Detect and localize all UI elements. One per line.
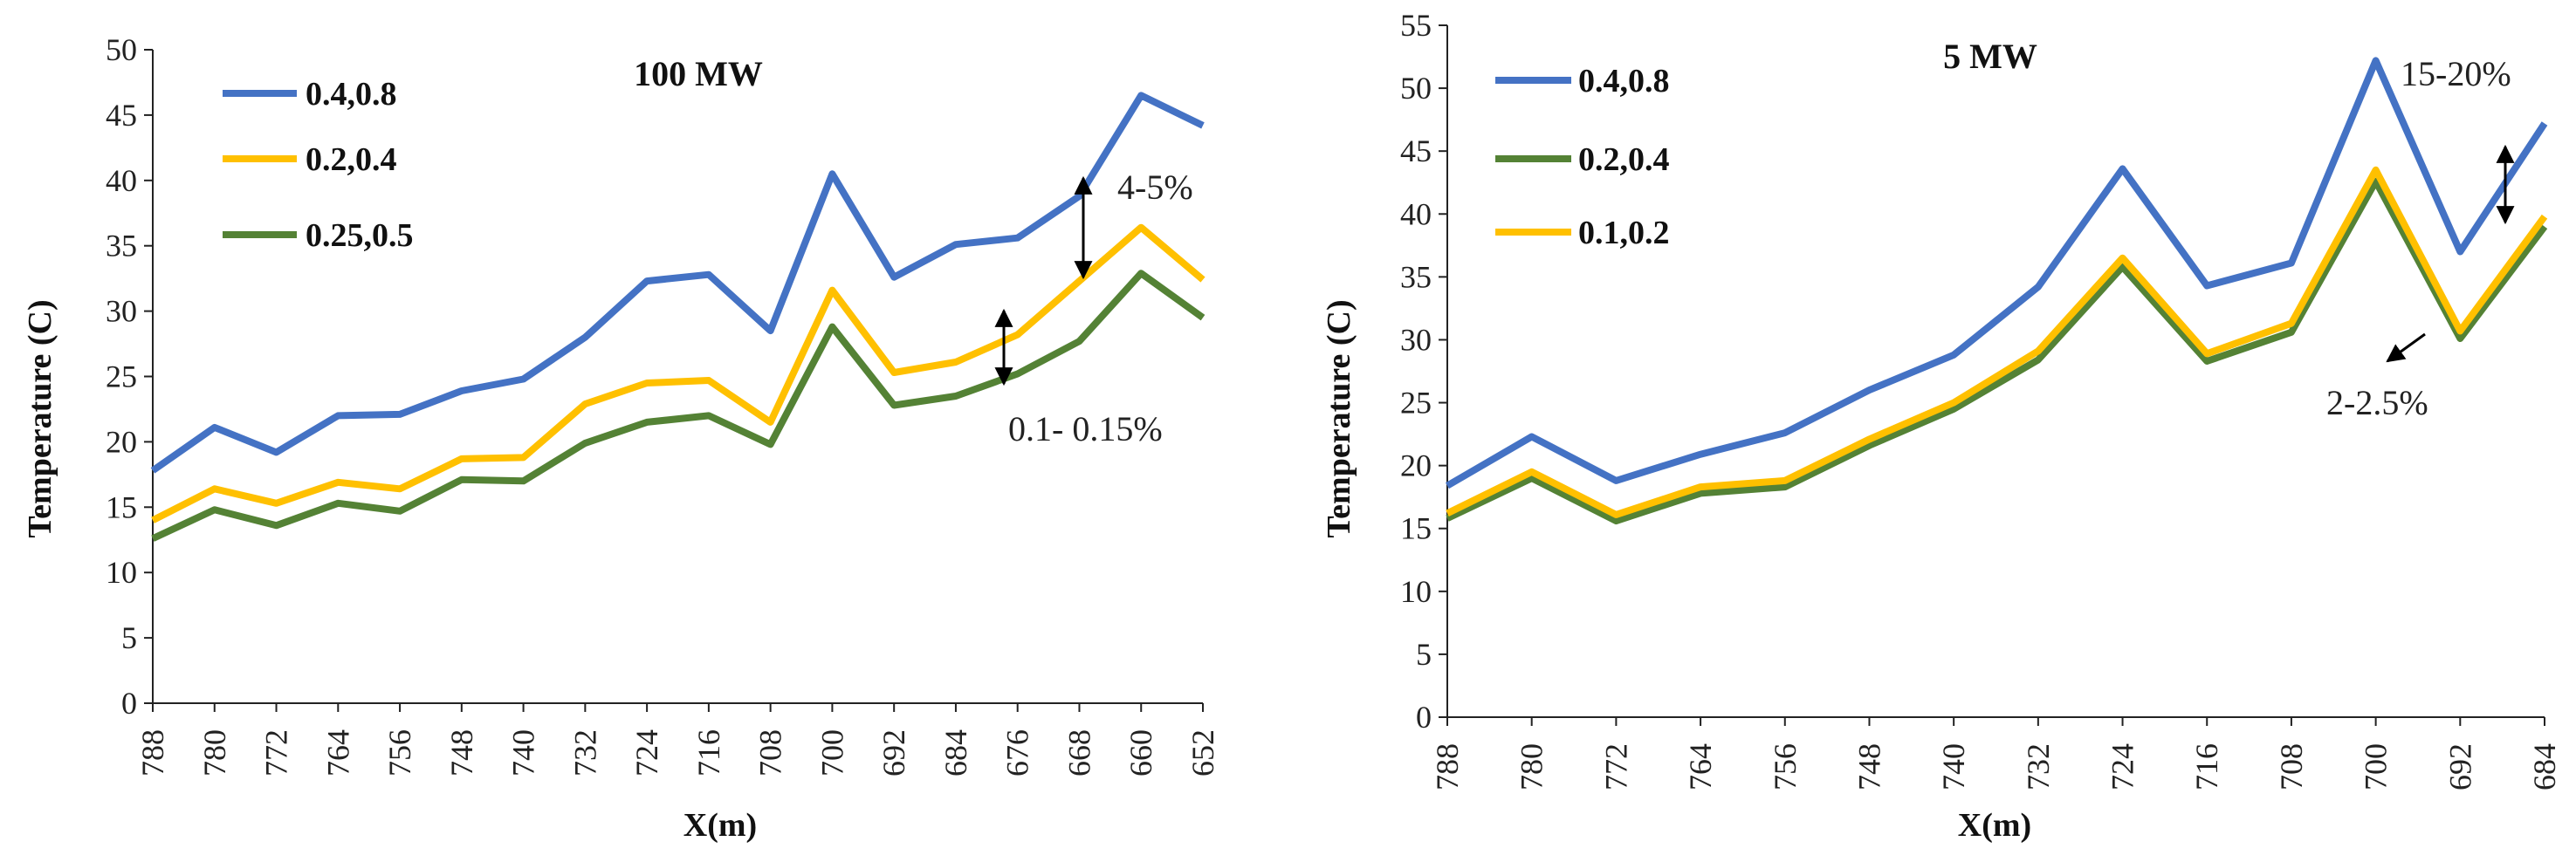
x-tick-label: 724 [629, 729, 664, 776]
y-axis-title: Temperature (C) [22, 299, 58, 537]
chart-title: 100 MW [634, 54, 763, 93]
y-tick-label: 45 [106, 98, 137, 133]
x-tick-label: 668 [1061, 729, 1096, 776]
y-tick-label: 10 [1400, 574, 1432, 609]
y-tick-label: 20 [1400, 448, 1432, 483]
legend-label-0: 0.4,0.8 [306, 76, 397, 113]
x-axis-title: X(m) [1958, 807, 2031, 844]
x-tick-label: 780 [1515, 743, 1549, 790]
x-tick-label: 756 [1768, 743, 1803, 790]
chart-5mw: 0 5 10 15 20 25 30 35 40 45 50 55 788 780 772 764 756 74… [1321, 8, 2562, 844]
y-axis-ticks: 0 5 10 15 20 25 30 35 40 45 50 [106, 32, 153, 721]
series-line-0 [150, 92, 1205, 474]
y-tick-label: 25 [1400, 386, 1432, 421]
legend: 0.4,0.8 0.2,0.4 0.1,0.2 [1495, 63, 1670, 251]
y-tick-label: 30 [106, 294, 137, 329]
y-tick-label: 50 [106, 32, 137, 67]
y-axis-title: Temperature (C) [1321, 299, 1357, 537]
legend-label-1: 0.2,0.4 [306, 141, 397, 178]
x-tick-label: 748 [1851, 743, 1886, 790]
annotation-label-1: 0.1- 0.15% [1008, 409, 1163, 448]
y-tick-label: 20 [106, 424, 137, 459]
x-tick-label: 700 [2359, 743, 2394, 790]
x-tick-label: 780 [197, 729, 232, 776]
x-tick-label: 740 [506, 729, 541, 776]
series-group [150, 92, 1206, 542]
x-axis-ticks: 788 780 772 764 756 748 740 732 724 716 708 700 692 6… [135, 703, 1220, 776]
y-tick-label: 0 [1416, 700, 1432, 735]
legend-label-0: 0.4,0.8 [1578, 63, 1670, 99]
y-tick-label: 10 [106, 555, 137, 590]
legend-label-2: 0.25,0.5 [306, 217, 414, 254]
chart-title: 5 MW [1943, 37, 2037, 76]
y-tick-label: 45 [1400, 133, 1432, 168]
annotation-label-0: 4-5% [1117, 168, 1193, 207]
x-axis-ticks: 788 780 772 764 756 748 740 732 724 716 708 700 692 6… [1430, 717, 2562, 790]
y-tick-label: 0 [121, 686, 137, 721]
legend-label-1: 0.2,0.4 [1578, 141, 1670, 178]
y-tick-label: 35 [1400, 259, 1432, 294]
y-tick-label: 40 [106, 163, 137, 198]
y-tick-label: 15 [106, 489, 137, 524]
x-tick-label: 700 [814, 729, 849, 776]
series-line-1 [1446, 177, 2548, 525]
x-tick-label: 732 [2021, 743, 2056, 790]
y-tick-label: 5 [121, 620, 137, 655]
y-tick-label: 25 [106, 359, 137, 394]
x-tick-label: 716 [2189, 743, 2224, 790]
legend-label-2: 0.1,0.2 [1578, 215, 1670, 251]
y-tick-label: 50 [1400, 71, 1432, 106]
x-tick-label: 788 [1430, 743, 1465, 790]
x-tick-label: 684 [2527, 743, 2562, 790]
series-line-0 [1445, 57, 2548, 489]
x-tick-label: 748 [444, 729, 479, 776]
x-tick-label: 772 [259, 729, 294, 776]
x-tick-label: 676 [1000, 729, 1035, 776]
annotation-arrow-1 [2386, 332, 2426, 363]
series-line-2 [151, 270, 1206, 542]
x-tick-label: 764 [1683, 743, 1718, 790]
x-tick-label: 692 [876, 729, 911, 776]
x-tick-label: 692 [2442, 743, 2477, 790]
series-line-1 [151, 223, 1206, 523]
y-tick-label: 30 [1400, 322, 1432, 357]
x-tick-label: 756 [382, 729, 417, 776]
annotation-label-1: 2-2.5% [2326, 383, 2428, 422]
y-tick-label: 40 [1400, 196, 1432, 231]
x-axis-title: X(m) [683, 807, 757, 844]
annotation-label-0: 15-20% [2401, 54, 2511, 93]
y-tick-label: 5 [1416, 637, 1432, 672]
x-tick-label: 740 [1936, 743, 1971, 790]
series-group [1445, 57, 2548, 525]
x-tick-label: 708 [2274, 743, 2309, 790]
series-line-2 [1446, 166, 2548, 518]
x-tick-label: 732 [567, 729, 602, 776]
legend: 0.4,0.8 0.2,0.4 0.25,0.5 [223, 76, 414, 254]
y-axis-ticks: 0 5 10 15 20 25 30 35 40 45 50 55 [1400, 8, 1447, 735]
x-tick-label: 764 [320, 729, 355, 776]
x-tick-label: 708 [753, 729, 788, 776]
x-tick-label: 772 [1598, 743, 1633, 790]
y-tick-label: 15 [1400, 511, 1432, 546]
x-tick-label: 660 [1123, 729, 1158, 776]
y-tick-label: 35 [106, 229, 137, 263]
x-tick-label: 716 [691, 729, 726, 776]
y-tick-label: 55 [1400, 8, 1432, 43]
x-tick-label: 724 [2105, 743, 2140, 790]
x-tick-label: 788 [135, 729, 170, 776]
x-tick-label: 652 [1185, 729, 1220, 776]
x-tick-label: 684 [938, 729, 973, 776]
